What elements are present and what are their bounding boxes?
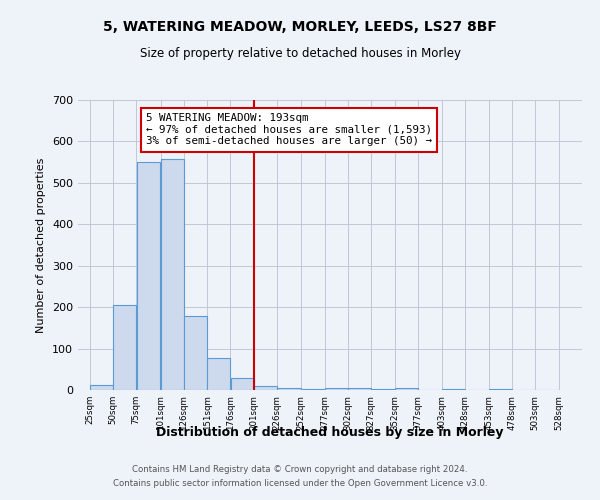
Bar — [184, 316, 207, 390]
Bar — [254, 386, 277, 390]
Bar — [137, 162, 160, 390]
Bar — [348, 388, 371, 390]
Bar — [442, 389, 465, 390]
Bar — [230, 378, 254, 390]
Bar — [113, 306, 136, 390]
Bar — [302, 389, 325, 390]
Text: Size of property relative to detached houses in Morley: Size of property relative to detached ho… — [139, 48, 461, 60]
Bar — [395, 388, 418, 390]
Bar — [161, 159, 184, 390]
Text: 5, WATERING MEADOW, MORLEY, LEEDS, LS27 8BF: 5, WATERING MEADOW, MORLEY, LEEDS, LS27 … — [103, 20, 497, 34]
Bar — [325, 388, 348, 390]
Text: Distribution of detached houses by size in Morley: Distribution of detached houses by size … — [156, 426, 504, 439]
Y-axis label: Number of detached properties: Number of detached properties — [37, 158, 46, 332]
Bar — [90, 386, 113, 390]
Bar — [489, 389, 512, 390]
Bar — [277, 388, 301, 390]
Text: Contains HM Land Registry data © Crown copyright and database right 2024.
Contai: Contains HM Land Registry data © Crown c… — [113, 466, 487, 487]
Text: 5 WATERING MEADOW: 193sqm
← 97% of detached houses are smaller (1,593)
3% of sem: 5 WATERING MEADOW: 193sqm ← 97% of detac… — [146, 113, 432, 146]
Bar — [371, 389, 394, 390]
Bar — [208, 358, 230, 390]
